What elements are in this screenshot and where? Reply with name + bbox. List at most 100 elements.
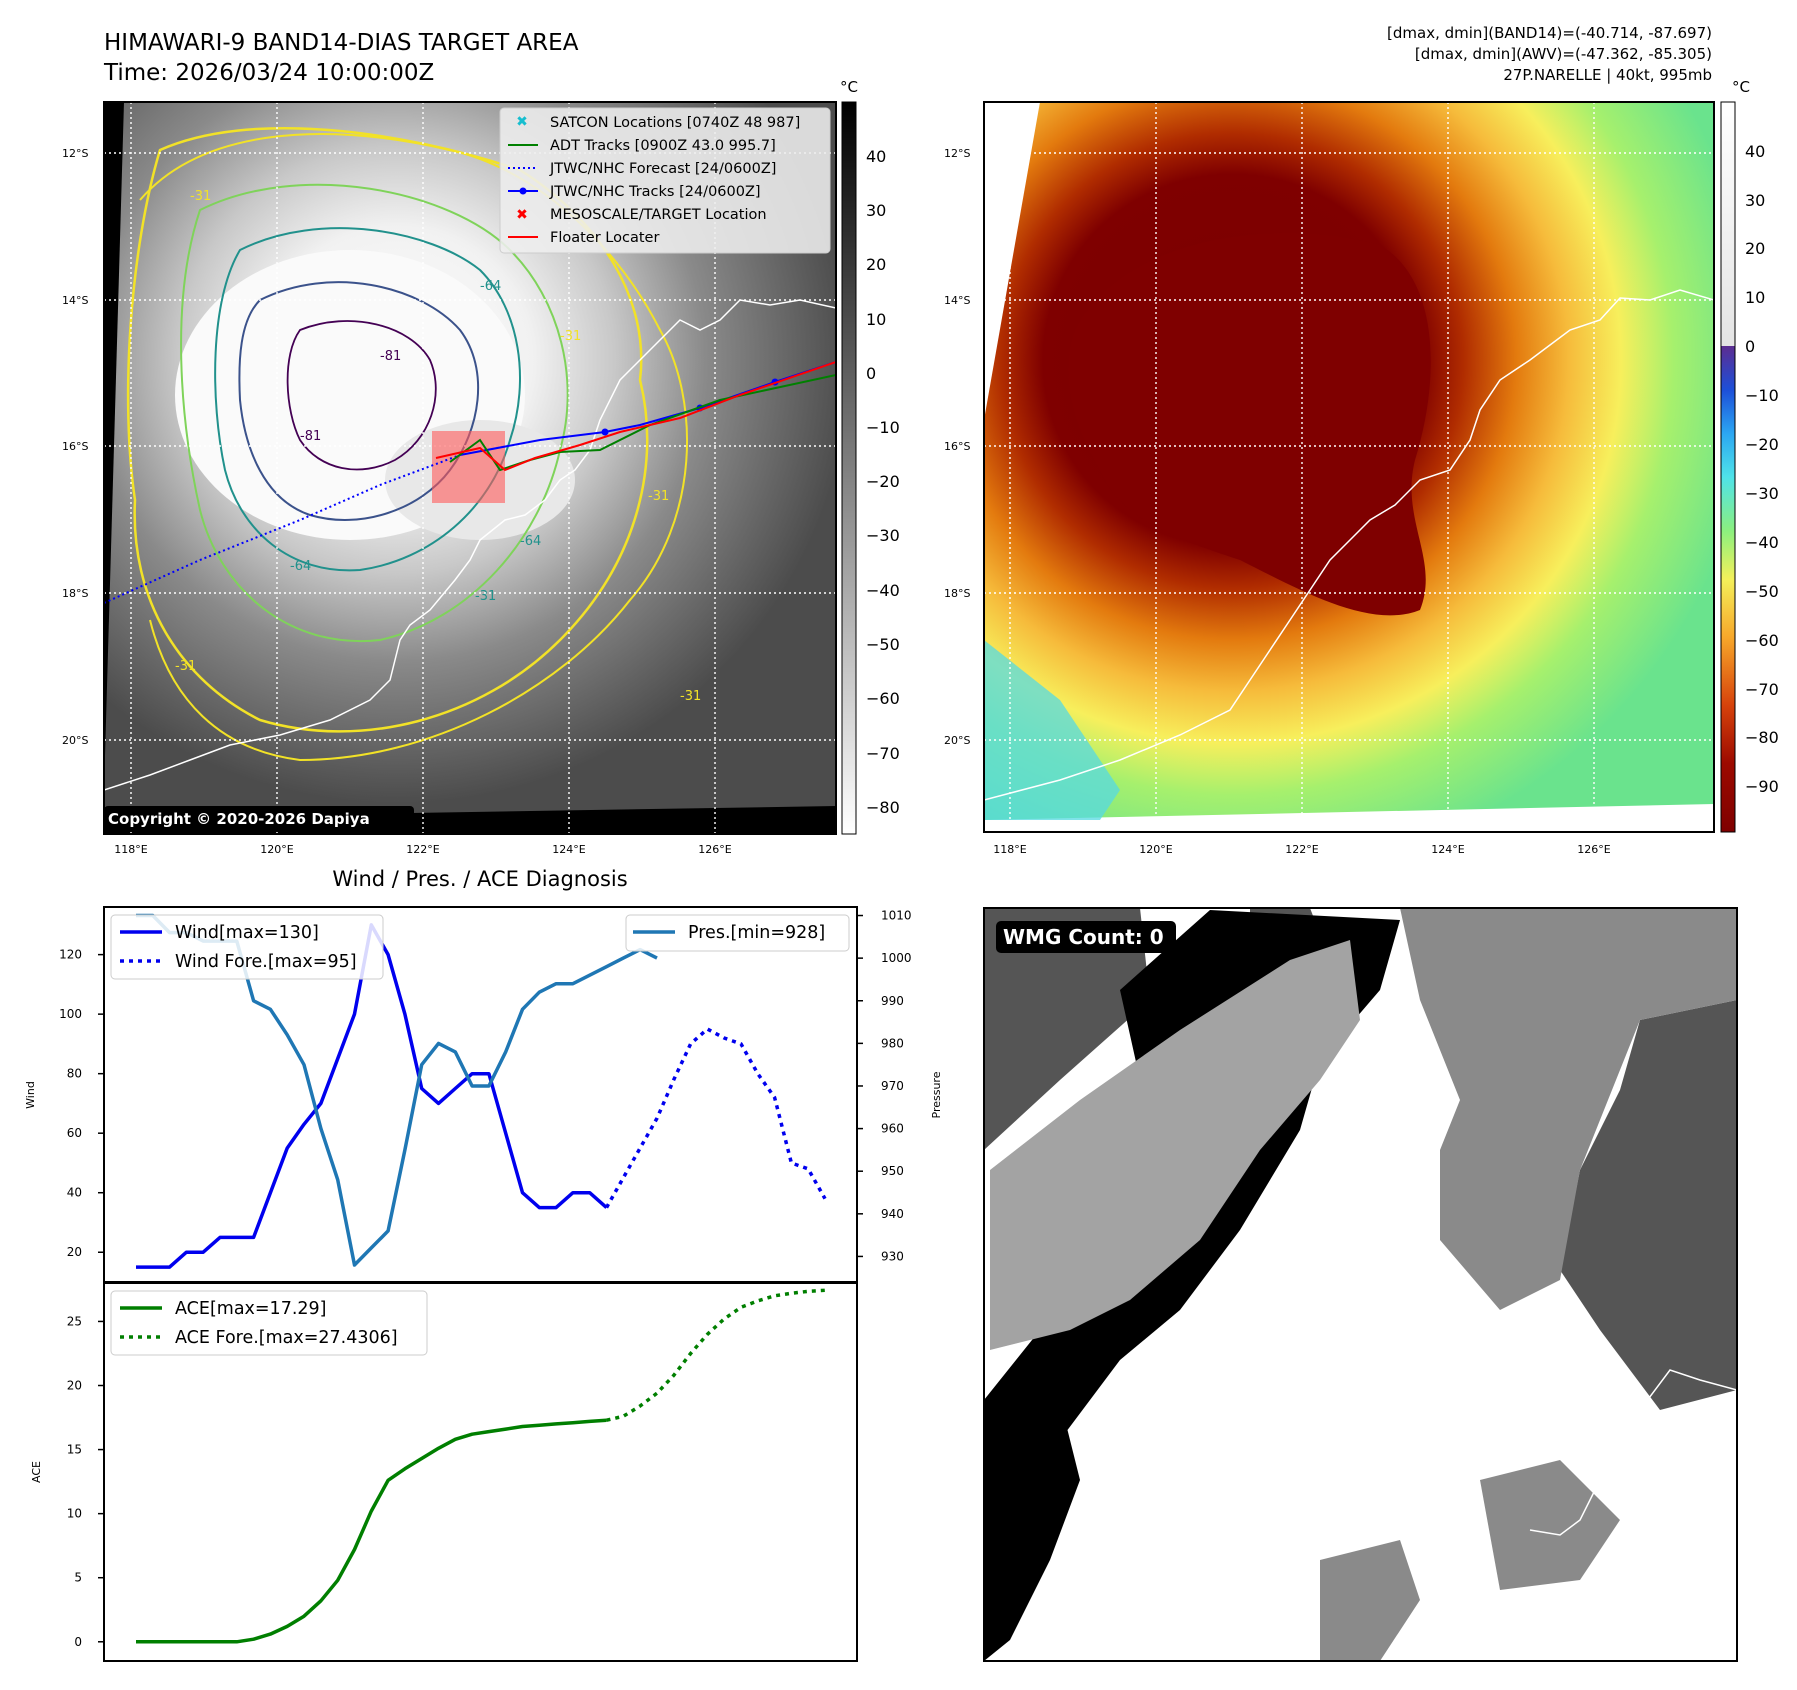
colorbar-tick: 10 [1745, 288, 1765, 307]
legend-floater: Floater Locater [550, 230, 659, 246]
wmg-count-label: WMG Count: 0 [1003, 925, 1164, 949]
wv-map-border [983, 101, 1715, 833]
lat-label: 18°S [944, 587, 970, 600]
contour-label: -31 [680, 689, 701, 704]
wmg-light-gray-band [990, 940, 1360, 1350]
contour-label: -64 [290, 559, 311, 574]
contour-neg31-outer [139, 133, 688, 762]
wv-lon-labels: 118°E 120°E 122°E 124°E 126°E [993, 843, 1610, 856]
y-tick-label: 60 [67, 1126, 82, 1140]
legend-wind-fore: Wind Fore.[max=95] [175, 952, 357, 972]
contour-label: -31 [560, 329, 581, 344]
ace-chart: 0 5 10 15 20 25 ACE ACE[max=17.29] ACE Fore.[… [30, 1282, 858, 1662]
colorbar-tick: 20 [1745, 239, 1765, 258]
colorbar-tick: −80 [1745, 728, 1779, 747]
wmg-black-lower [984, 1400, 1080, 1661]
y-tick-label: 20 [67, 1245, 82, 1259]
colorbar-tick: 0 [1745, 337, 1755, 356]
wv-colorbar: °C 40 30 20 10 0 −10 −20 −30 −40 −50 −60… [1720, 78, 1779, 833]
wv-colorbar-ticks: 40 30 20 10 0 −10 −20 −30 −40 −50 −60 −7… [1745, 142, 1779, 796]
copyright-text: Copyright © 2020-2026 Dapiya [108, 810, 370, 828]
wind-pressure-chart: 20 40 60 80 100 120 930 940 950 960 970 980 990 1000… [24, 906, 943, 1283]
wmg-gray-lower [1320, 1540, 1420, 1661]
main-title-line1: HIMAWARI-9 BAND14-DIAS TARGET AREA [104, 30, 579, 56]
pressure-legend: Pres.[min=928] [625, 914, 850, 952]
lon-label: 126°E [1577, 843, 1610, 856]
lat-label: 14°S [944, 294, 970, 307]
wmg-panel: WMG Count: 0 [983, 907, 1738, 1662]
contour-label: -81 [300, 429, 321, 444]
colorbar-tick: −50 [866, 635, 900, 654]
legend-ace-fore: ACE Fore.[max=27.4306] [175, 1328, 398, 1348]
y-tick-label: 0 [74, 1635, 82, 1649]
lon-label: 124°E [552, 843, 585, 856]
wind-legend: Wind[max=130] Wind Fore.[max=95] [110, 914, 384, 980]
contour-label: -64 [520, 534, 541, 549]
y-right-tick-label: 940 [881, 1207, 904, 1221]
ir-legend: ✖ SATCON Locations [0740Z 48 987] ADT Tr… [499, 107, 831, 254]
contour-label: -31 [475, 589, 496, 604]
ace-forecast-line [606, 1288, 826, 1422]
ace-line [136, 1418, 607, 1644]
jtwc-forecast-track [104, 454, 461, 604]
y-right-tick-label: 960 [881, 1122, 904, 1136]
mesoscale-target-box [432, 431, 505, 503]
y-tick-label: 80 [67, 1067, 82, 1081]
wind-forecast-line [604, 1027, 827, 1209]
y-tick-label: 10 [67, 1507, 82, 1521]
legend-adt: ADT Tracks [0900Z 43.0 995.7] [550, 138, 776, 154]
contour-neg50 [180, 183, 569, 643]
lat-label: 12°S [944, 147, 970, 160]
y-tick-label: 5 [74, 1571, 82, 1585]
wmg-gray-lower2 [1480, 1460, 1620, 1590]
info-awv-range: [dmax, dmin](AWV)=(-47.362, -85.305) [1415, 45, 1712, 63]
satcon-marker-icon: ✖ [516, 114, 528, 130]
lon-label: 124°E [1431, 843, 1464, 856]
colorbar-tick: 0 [866, 364, 876, 383]
lat-label: 20°S [944, 734, 970, 747]
info-band14-range: [dmax, dmin](BAND14)=(-40.714, -87.697) [1387, 24, 1712, 42]
wv-colorbar-unit: °C [1732, 78, 1750, 96]
y-right-tick-label: 990 [881, 994, 904, 1008]
wv-coastline [984, 289, 1714, 801]
wmg-count-box [996, 921, 1176, 953]
main-title-line2: Time: 2026/03/24 10:00:00Z [103, 60, 434, 86]
meso-marker-icon: ✖ [516, 207, 528, 223]
legend-satcon: SATCON Locations [0740Z 48 987] [550, 115, 800, 131]
copyright-box [104, 806, 414, 830]
colorbar-tick: −40 [1745, 533, 1779, 552]
colorbar-tick: 40 [866, 147, 886, 166]
pressure-axis-ticks: 930 940 950 960 970 980 990 1000 1010 [857, 909, 912, 1263]
lon-label: 118°E [993, 843, 1026, 856]
y-tick-label: 25 [67, 1314, 82, 1328]
legend-jtwc-tracks: JTWC/NHC Tracks [24/0600Z] [549, 184, 761, 200]
ir-lat-labels: 12°S 14°S 16°S 18°S 20°S [62, 147, 88, 747]
lat-label: 16°S [62, 440, 88, 453]
wmg-dark-region [984, 908, 1150, 1150]
wind-axis-label: Wind [24, 1081, 37, 1109]
ir-colorbar-unit: °C [840, 78, 858, 96]
legend-meso: MESOSCALE/TARGET Location [550, 207, 767, 223]
wv-dry-region [984, 640, 1120, 820]
lon-label: 120°E [260, 843, 293, 856]
wv-satellite-map: 12°S 14°S 16°S 18°S 20°S 118°E 120°E 122… [944, 101, 1715, 856]
colorbar-tick: −90 [1745, 777, 1779, 796]
y-right-tick-label: 1010 [881, 909, 912, 923]
lon-label: 118°E [114, 843, 147, 856]
wv-lat-labels: 12°S 14°S 16°S 18°S 20°S [944, 147, 970, 747]
colorbar-tick: −70 [1745, 680, 1779, 699]
colorbar-tick: −10 [866, 418, 900, 437]
contour-label: -31 [190, 189, 211, 204]
wmg-border [983, 907, 1738, 1662]
contour-label: -64 [480, 279, 501, 294]
y-right-tick-label: 1000 [881, 951, 912, 965]
lon-label: 120°E [1139, 843, 1172, 856]
lat-label: 14°S [62, 294, 88, 307]
y-right-tick-label: 930 [881, 1249, 904, 1263]
y-right-tick-label: 980 [881, 1036, 904, 1050]
colorbar-tick: 10 [866, 310, 886, 329]
colorbar-tick: −30 [1745, 484, 1779, 503]
contour-neg81 [286, 320, 437, 471]
colorbar-tick: 30 [1745, 191, 1765, 210]
